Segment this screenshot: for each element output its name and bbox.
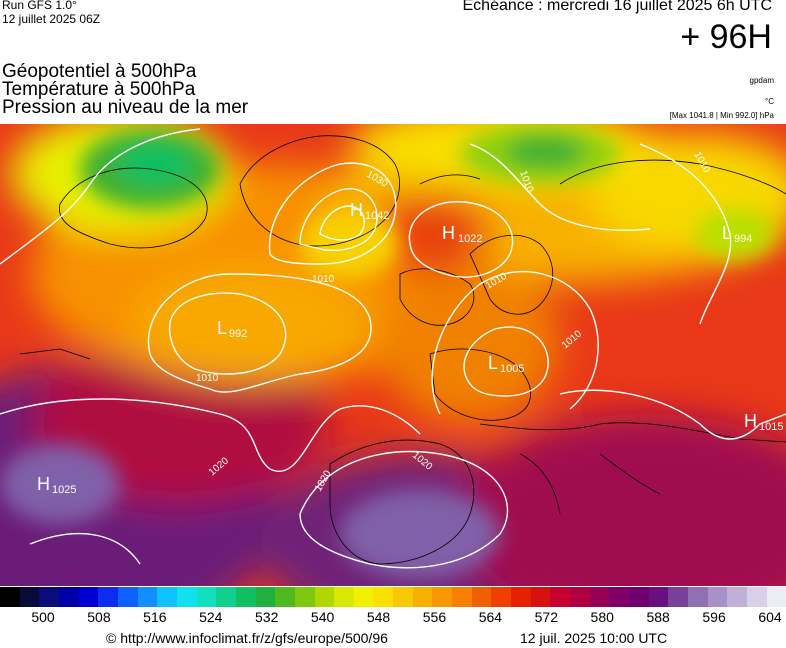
color-swatch [294, 586, 315, 607]
color-swatch [78, 586, 99, 607]
color-swatch [668, 586, 688, 607]
color-swatch [235, 586, 256, 607]
scale-tick-label: 548 [366, 609, 391, 625]
color-swatch [687, 586, 708, 607]
color-swatch [511, 586, 531, 607]
high-pressure-marker: H 1025 [37, 474, 76, 496]
field-temperature: Température à 500hPa [2, 79, 196, 100]
scale-tick-label: 532 [255, 609, 279, 625]
color-swatch [746, 586, 767, 607]
color-swatch [255, 586, 276, 607]
scale-tick-label: 556 [422, 609, 447, 625]
color-swatch [707, 586, 728, 607]
scale-tick-label: 508 [87, 609, 111, 625]
color-swatch [0, 586, 20, 607]
color-swatch [373, 586, 394, 607]
color-swatch [19, 586, 40, 607]
scale-tick-label: 572 [534, 609, 558, 625]
color-swatch [589, 586, 610, 607]
high-pressure-marker: H 1042 [350, 200, 389, 222]
scale-tick-label: 588 [646, 609, 670, 625]
color-swatch [334, 586, 354, 607]
scale-tick-label: 500 [31, 609, 55, 625]
color-swatch [157, 586, 177, 607]
isobars [0, 128, 786, 569]
color-swatch [216, 586, 236, 607]
run-date: 12 juillet 2025 06Z [2, 12, 101, 26]
color-swatch [766, 586, 786, 607]
low-pressure-marker: L 994 [722, 223, 752, 245]
svg-text:H: H [37, 474, 50, 494]
color-scale-bar [0, 586, 786, 608]
svg-text:L: L [488, 353, 498, 373]
color-swatch [609, 586, 629, 607]
low-pressure-marker: L 1005 [488, 353, 524, 375]
svg-text:1010: 1010 [196, 373, 219, 384]
coastlines [19, 135, 786, 565]
high-pressure-marker: H 1015 [744, 411, 783, 433]
field-geopotential: Géopotentiel à 500hPa [2, 61, 197, 82]
unit-temperature: °C [765, 97, 774, 106]
field-list: Géopotentiel à 500hPa Température à 500h… [2, 61, 249, 118]
color-swatch [432, 586, 453, 607]
pressure-centers: H 1042 H 1022 L 994 L 992 L 1005 H 1015 … [37, 200, 783, 496]
low-pressure-marker: L 992 [217, 318, 247, 340]
color-swatch [629, 586, 649, 607]
run-info: Run GFS 1.0° 12 juillet 2025 06Z [2, 0, 100, 26]
color-swatch [393, 586, 413, 607]
svg-text:1025: 1025 [52, 484, 76, 496]
pressure-range: [Max 1041.8 | Min 992.0] hPa [669, 111, 774, 120]
svg-text:1010: 1010 [312, 274, 335, 285]
run-label: Run GFS 1.0° [2, 0, 77, 12]
svg-text:1022: 1022 [458, 233, 482, 245]
scale-tick-label: 580 [590, 609, 614, 625]
svg-text:H: H [350, 200, 363, 220]
color-swatch [98, 586, 118, 607]
scale-tick-label: 540 [310, 609, 335, 625]
color-swatch [727, 586, 747, 607]
color-swatch [491, 586, 512, 607]
color-swatch [39, 586, 59, 607]
field-mslp: Pression au niveau de la mer [2, 97, 249, 118]
svg-text:1005: 1005 [500, 363, 524, 375]
color-swatch [412, 586, 433, 607]
scale-tick-label: 524 [199, 609, 223, 625]
forecast-map: H 1042 H 1022 L 994 L 992 L 1005 H 1015 … [0, 124, 786, 586]
lead-time: + 96H [680, 18, 772, 56]
color-swatch [452, 586, 472, 607]
forecast-valid-time: Echéance : mercredi 16 juillet 2025 6h U… [462, 0, 773, 14]
scale-tick-label: 604 [758, 609, 782, 625]
color-swatch [550, 586, 571, 607]
color-swatch [353, 586, 374, 607]
source-url: © http://www.infoclimat.fr/z/gfs/europe/… [106, 630, 388, 646]
color-swatch [471, 586, 492, 607]
svg-text:L: L [722, 223, 732, 243]
color-swatch [570, 586, 590, 607]
svg-text:H: H [442, 223, 455, 243]
unit-geopotential: gpdam [749, 76, 774, 85]
svg-text:992: 992 [229, 328, 247, 340]
svg-text:1015: 1015 [759, 421, 783, 433]
high-pressure-marker: H 1022 [442, 223, 482, 245]
color-swatch [176, 586, 197, 607]
geopotential-shading [0, 124, 786, 586]
svg-text:H: H [744, 411, 757, 431]
color-swatch [314, 586, 335, 607]
svg-text:1042: 1042 [365, 210, 389, 222]
svg-text:L: L [217, 318, 227, 338]
color-swatch [58, 586, 79, 607]
color-swatch [196, 586, 217, 607]
issued-time: 12 juil. 2025 10:00 UTC [520, 630, 668, 646]
color-swatch [275, 586, 295, 607]
color-swatch [137, 586, 158, 607]
scale-tick-label: 564 [478, 609, 503, 625]
scale-tick-label: 516 [143, 609, 167, 625]
color-swatch [648, 586, 669, 607]
scale-tick-label: 596 [702, 609, 726, 625]
color-swatch [117, 586, 138, 607]
color-scale-ticks: 500 508 516 524 532 540 548 556 564 572 580 588 596 6… [0, 609, 786, 627]
svg-text:994: 994 [734, 233, 752, 245]
color-swatch [530, 586, 551, 607]
